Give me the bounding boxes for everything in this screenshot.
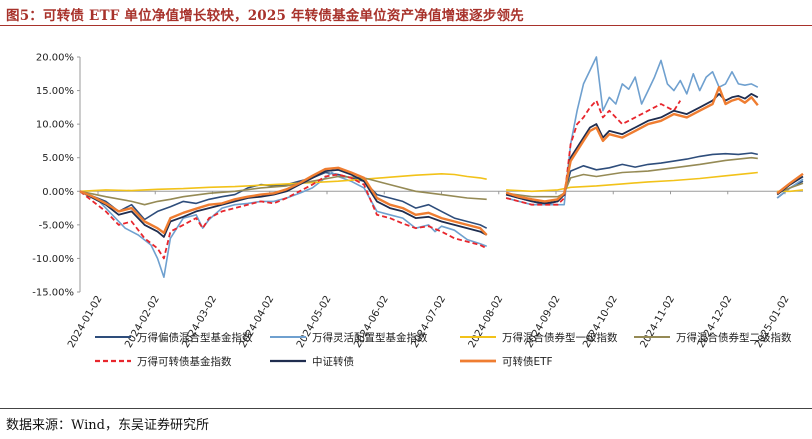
y-tick-label: 0.00% [42, 187, 74, 198]
y-tick-label: 5.00% [42, 153, 74, 164]
series-line-6 [79, 86, 804, 236]
series-line-1 [79, 56, 804, 278]
legend-label: 万得偏债混合型基金指数 [137, 331, 253, 344]
y-tick-label: 20.00% [36, 53, 74, 64]
legend-label: 中证转债 [312, 355, 354, 368]
chart-axes: 20.00% 15.00% 10.00% 5.00% 0.00% -5.00% -10.00… [32, 53, 803, 350]
y-tick-label: -15.00% [32, 288, 74, 299]
legend-label: 万得可转债基金指数 [137, 355, 232, 368]
series-line-3 [79, 156, 804, 206]
legend-label: 万得混合债券型二级指数 [676, 331, 792, 344]
y-tick-label: -10.00% [32, 254, 74, 265]
y-tick-label: 10.00% [36, 120, 74, 131]
source-note: 数据来源：Wind，东吴证券研究所 [6, 418, 209, 433]
y-tick-label: 15.00% [36, 86, 74, 97]
series-line-4 [79, 99, 682, 260]
source-rule [0, 408, 812, 409]
legend-label: 万得灵活配置型基金指数 [312, 331, 428, 344]
chart-title: 图5：可转债 ETF 单位净值增长较快，2025 年转债基金单位资产净值增速逐步… [6, 8, 524, 24]
x-tick-label: 2024-01-02 [66, 294, 105, 350]
legend-label: 万得混合债券型一级指数 [502, 331, 618, 344]
y-tick-label: -5.00% [39, 220, 74, 231]
chart-series [79, 56, 804, 278]
title-rule [0, 25, 812, 26]
legend-label: 可转债ETF [502, 355, 553, 368]
chart-legend: 万得偏债混合型基金指数 万得灵活配置型基金指数 万得混合债券型一级指数 万得混合债券型… [95, 331, 792, 368]
x-tick-label: 2024-08-02 [467, 294, 506, 350]
series-line-2 [79, 171, 804, 193]
x-tick-label: 2024-11-02 [639, 294, 678, 350]
chart-canvas: 20.00% 15.00% 10.00% 5.00% 0.00% -5.00% -10.00… [32, 53, 804, 368]
